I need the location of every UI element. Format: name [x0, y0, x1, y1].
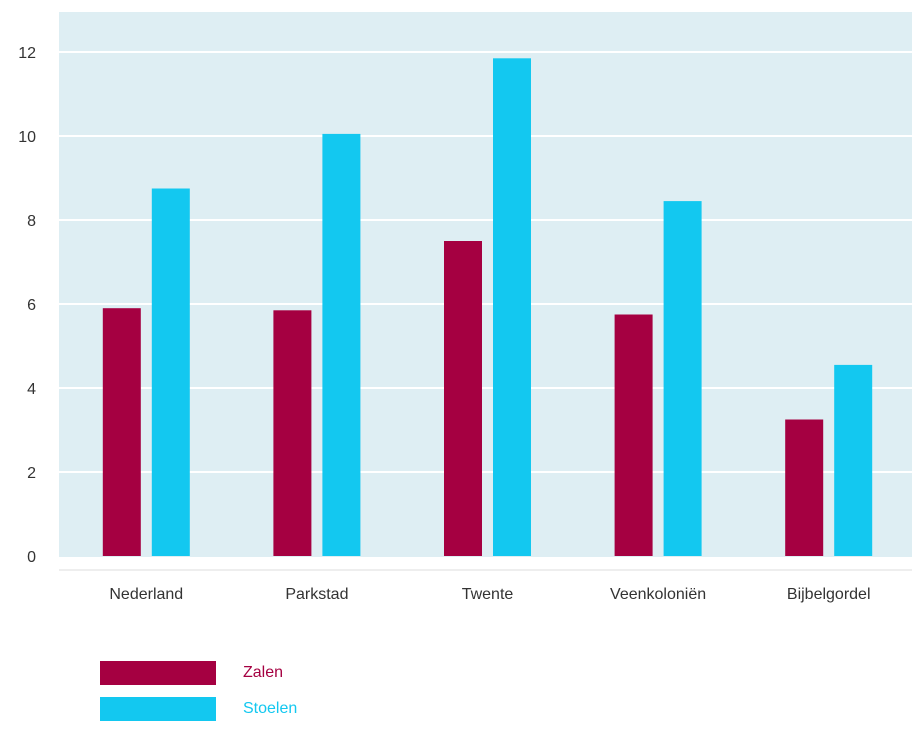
y-tick-label: 6 — [27, 297, 36, 314]
x-axis-categories: Nederland Parkstad Twente Veenkoloniën Bijbe… — [109, 586, 870, 603]
legend-swatch-zalen — [100, 661, 216, 685]
legend-swatch-stoelen — [100, 697, 216, 721]
y-tick-label: 8 — [27, 213, 36, 230]
bar-stoelen-parkstad[interactable] — [322, 133, 361, 556]
legend: Zalen Stoelen — [100, 660, 297, 732]
y-tick-label: 12 — [18, 45, 36, 62]
bars — [102, 58, 873, 557]
plot-area — [59, 12, 912, 557]
y-tick-label: 2 — [27, 465, 36, 482]
x-category-label: Bijbelgordel — [787, 586, 871, 603]
y-tick-label: 4 — [27, 381, 36, 398]
legend-label-zalen: Zalen — [243, 664, 284, 681]
grid-lines — [59, 51, 912, 473]
bar-stoelen-veenkoloniën[interactable] — [663, 201, 702, 556]
bar-stoelen-bijbelgordel[interactable] — [834, 364, 873, 556]
legend-label-stoelen: Stoelen — [243, 700, 298, 717]
bar-zalen-nederland[interactable] — [102, 308, 141, 556]
x-category-label: Nederland — [109, 586, 183, 603]
x-category-label: Twente — [462, 586, 514, 603]
x-category-label: Veenkoloniën — [610, 586, 706, 603]
bar-stoelen-twente[interactable] — [493, 58, 531, 557]
bar-stoelen-nederland[interactable] — [151, 188, 190, 557]
bar-zalen-veenkoloniën[interactable] — [614, 314, 653, 557]
x-category-label: Parkstad — [285, 586, 348, 603]
y-tick-label: 0 — [27, 549, 36, 566]
y-tick-label: 10 — [18, 129, 36, 146]
legend-item-zalen[interactable]: Zalen — [100, 660, 297, 686]
y-axis-ticks: 0 2 4 6 8 10 12 — [18, 45, 36, 566]
bar-zalen-parkstad[interactable] — [273, 310, 312, 556]
bar-zalen-bijbelgordel[interactable] — [785, 419, 824, 557]
legend-item-stoelen[interactable]: Stoelen — [100, 696, 297, 722]
bar-zalen-twente[interactable] — [444, 241, 482, 556]
